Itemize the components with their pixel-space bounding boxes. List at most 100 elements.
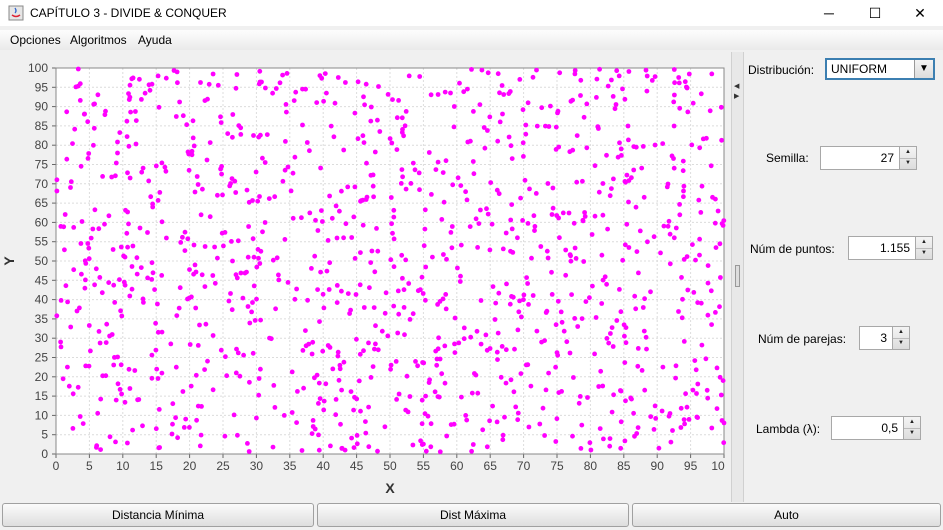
scatter-chart[interactable]: 0 5 10 15 20 25 30 35 40 45 50 55 60 65 70 75 80 85 90 95 10… — [0, 52, 730, 502]
data-point — [544, 248, 550, 254]
data-point — [468, 334, 474, 340]
data-point — [442, 89, 448, 95]
data-point — [321, 305, 327, 311]
data-point — [450, 182, 456, 188]
data-point — [134, 271, 140, 277]
auto-button[interactable]: Auto — [632, 503, 941, 527]
data-point — [455, 265, 460, 271]
data-point — [708, 163, 714, 169]
data-point — [487, 346, 493, 351]
splitter-grip-icon[interactable] — [735, 265, 740, 287]
increment-arrow-icon[interactable]: ▲ — [893, 327, 909, 339]
data-point — [374, 226, 379, 231]
data-point — [124, 134, 130, 139]
data-point — [513, 404, 519, 410]
data-point — [138, 265, 144, 270]
data-point — [717, 304, 722, 310]
data-point — [617, 287, 622, 292]
distribution-select[interactable]: UNIFORM ▼ — [825, 58, 935, 80]
data-point — [558, 309, 564, 315]
points-spinner[interactable]: 1.155 ▲ ▼ — [848, 236, 933, 260]
data-point — [618, 146, 624, 152]
data-point — [522, 177, 528, 183]
data-point — [180, 113, 186, 119]
maximize-button[interactable]: ☐ — [868, 5, 882, 21]
data-point — [399, 115, 405, 121]
data-point — [326, 287, 332, 292]
data-point — [554, 350, 560, 355]
data-point — [307, 148, 312, 154]
data-point — [436, 335, 441, 341]
decrement-arrow-icon[interactable]: ▼ — [898, 340, 904, 346]
data-point — [677, 202, 682, 207]
data-point — [333, 412, 339, 418]
data-point — [403, 257, 409, 263]
decrement-arrow-icon[interactable]: ▼ — [921, 250, 927, 256]
scatter-chart-panel[interactable]: 0 5 10 15 20 25 30 35 40 45 50 55 60 65 70 75 80 85 90 95 10… — [0, 52, 730, 502]
data-point — [368, 118, 374, 124]
data-point — [109, 174, 115, 180]
data-point — [77, 98, 83, 103]
decrement-arrow-icon[interactable]: ▼ — [909, 430, 915, 436]
x-tick-label: 95 — [684, 459, 698, 473]
min-distance-button[interactable]: Distancia Mínima — [2, 503, 314, 527]
data-point — [58, 224, 64, 229]
menu-opciones[interactable]: Opciones — [10, 33, 61, 47]
collapse-right-arrow-icon[interactable]: ▶ — [734, 93, 740, 100]
data-point — [653, 416, 659, 421]
data-point — [177, 99, 183, 105]
data-point — [250, 300, 255, 305]
data-point — [192, 262, 198, 268]
menu-algoritmos[interactable]: Algoritmos — [70, 33, 127, 47]
pairs-spinner[interactable]: 3 ▲ ▼ — [859, 326, 910, 350]
close-button[interactable]: ✕ — [914, 5, 926, 21]
y-tick-label: 40 — [35, 293, 49, 307]
decrement-arrow-icon[interactable]: ▼ — [905, 160, 911, 166]
data-point — [351, 407, 356, 413]
data-point — [334, 235, 340, 241]
max-distance-button[interactable]: Dist Máxima — [317, 503, 629, 527]
data-point — [249, 309, 255, 315]
split-pane-divider[interactable]: ◀ ▶ — [731, 52, 744, 502]
data-point — [423, 264, 429, 270]
pairs-label: Núm de parejas: — [758, 332, 847, 346]
data-point — [149, 375, 155, 381]
data-point — [606, 340, 612, 346]
data-point — [593, 315, 599, 320]
data-point — [390, 230, 395, 236]
data-point — [240, 295, 246, 301]
seed-spinner[interactable]: 27 ▲ ▼ — [820, 146, 917, 170]
data-point — [361, 348, 366, 354]
points-spin-buttons: ▲ ▼ — [915, 237, 932, 259]
data-point — [608, 331, 613, 336]
minimize-button[interactable]: ─ — [824, 5, 834, 21]
data-point — [157, 190, 163, 195]
increment-arrow-icon[interactable]: ▲ — [900, 147, 916, 159]
data-point — [140, 296, 146, 302]
data-point — [542, 433, 547, 438]
menu-ayuda[interactable]: Ayuda — [138, 33, 172, 47]
data-point — [368, 104, 374, 110]
x-tick-label: 45 — [350, 459, 364, 473]
data-point — [185, 149, 191, 155]
data-point — [710, 194, 715, 200]
data-point — [150, 204, 156, 210]
data-point — [382, 424, 388, 430]
increment-arrow-icon[interactable]: ▲ — [916, 237, 932, 249]
increment-arrow-icon[interactable]: ▲ — [904, 417, 920, 429]
data-point — [508, 143, 514, 149]
data-point — [235, 432, 240, 438]
points-value[interactable]: 1.155 — [879, 241, 910, 255]
lambda-value[interactable]: 0,5 — [881, 421, 898, 435]
seed-value[interactable]: 27 — [880, 151, 894, 165]
lambda-spinner[interactable]: 0,5 ▲ ▼ — [831, 416, 921, 440]
chevron-down-icon[interactable]: ▼ — [914, 60, 933, 78]
data-point — [372, 149, 378, 155]
data-point — [452, 350, 458, 355]
collapse-left-arrow-icon[interactable]: ◀ — [734, 83, 740, 90]
data-point — [419, 274, 425, 280]
pairs-value[interactable]: 3 — [880, 331, 887, 345]
data-point — [125, 440, 130, 446]
data-point — [247, 379, 252, 385]
data-point — [185, 236, 191, 242]
